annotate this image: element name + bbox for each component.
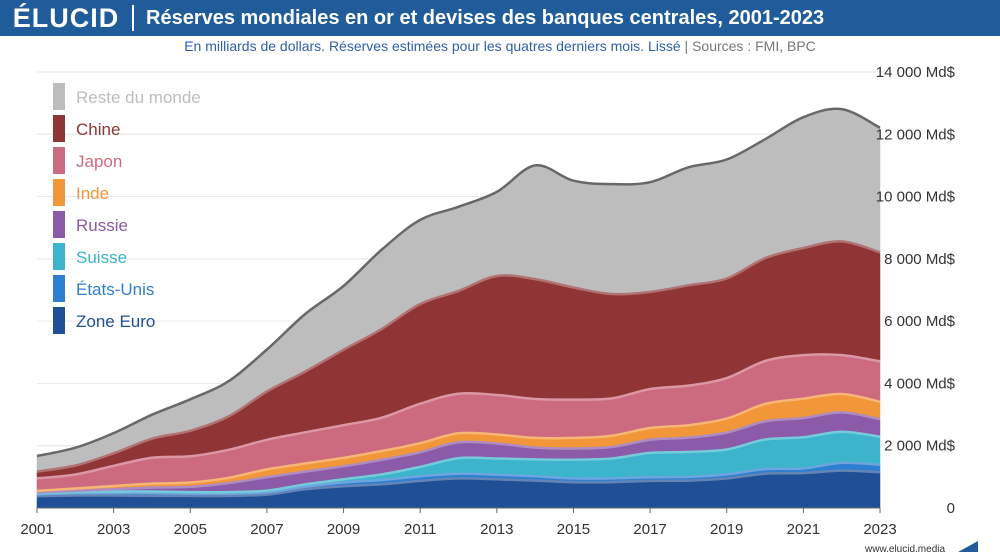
line-chine [36, 240, 881, 473]
legend-swatch-inde [53, 179, 65, 206]
legend-label-reste-du-monde: Reste du monde [76, 88, 201, 107]
legend-swatch-zone-euro [53, 307, 65, 334]
x-tick-label: 2005 [174, 521, 207, 538]
series-top-lines [36, 107, 881, 498]
legend-swatch-suisse [53, 243, 65, 270]
x-tick-label: 2013 [480, 521, 513, 538]
legend-label-zone-euro: Zone Euro [76, 312, 155, 331]
chart-subtitle: En milliards de dollars. Réserves estimé… [0, 38, 1000, 54]
x-tick-label: 2021 [787, 521, 820, 538]
y-tick-label: 10 000 Md$ [876, 189, 956, 206]
line-reste-du-monde [36, 107, 881, 458]
line-japon [36, 353, 881, 480]
header-bar: ÉLUCID Réserves mondiales en or et devis… [0, 0, 1000, 36]
legend-swatch-etats-unis [53, 275, 65, 302]
legend-label-chine: Chine [76, 120, 120, 139]
x-tick-label: 2023 [863, 521, 896, 538]
x-tick-label: 2009 [327, 521, 360, 538]
x-tick-label: 2019 [710, 521, 743, 538]
line-suisse [36, 430, 881, 495]
line-zone-euro [36, 469, 881, 498]
line-inde [36, 392, 881, 493]
y-tick-label: 6 000 Md$ [884, 313, 956, 330]
subtitle-text: En milliards de dollars. Réserves estimé… [184, 38, 681, 54]
line-etats-unis [36, 461, 881, 496]
x-tick-label: 2017 [633, 521, 666, 538]
x-tick-label: 2015 [557, 521, 590, 538]
x-tick-label: 2003 [97, 521, 130, 538]
y-tick-label: 8 000 Md$ [884, 251, 956, 268]
x-tick-label: 2011 [404, 521, 436, 538]
y-tick-label: 4 000 Md$ [884, 375, 956, 392]
legend-label-russie: Russie [76, 216, 128, 235]
legend-label-suisse: Suisse [76, 248, 127, 267]
y-tick-label: 2 000 Md$ [884, 438, 956, 455]
legend-label-etats-unis: États-Unis [76, 280, 154, 299]
header-separator [132, 5, 134, 31]
y-axis: 0 2 000 Md$ 4 000 Md$ 6 000 Md$ 8 000 Md$ 10 … [876, 64, 956, 517]
legend-swatch-russie [53, 211, 65, 238]
x-tick-label: 2001 [20, 521, 53, 538]
footer-url: www.elucid.media [865, 544, 946, 555]
legend-swatch-chine [53, 115, 65, 142]
legend-swatch-reste-du-monde [53, 83, 65, 110]
subtitle-separator: | [684, 38, 689, 54]
legend-label-japon: Japon [76, 152, 122, 171]
chart-title: Réserves mondiales en or et devises des … [146, 6, 825, 29]
footer-arrow-icon [958, 541, 978, 552]
y-tick-label: 14 000 Md$ [876, 64, 956, 81]
legend-swatch-japon [53, 147, 65, 174]
legend: Reste du monde Chine Japon Inde Russie Suisse… [53, 83, 201, 334]
subtitle-sources: Sources : FMI, BPC [692, 38, 816, 54]
series-areas [36, 108, 881, 509]
line-russie [36, 411, 881, 494]
x-tick-label: 2007 [250, 521, 283, 538]
logo: ÉLUCID [12, 2, 120, 33]
y-tick-label: 12 000 Md$ [876, 126, 956, 143]
x-axis: 2001 2003 2005 2007 2009 2011 2013 2015 2017 2019… [20, 507, 897, 538]
y-tick-label: 0 [947, 500, 955, 517]
legend-label-inde: Inde [76, 184, 109, 203]
